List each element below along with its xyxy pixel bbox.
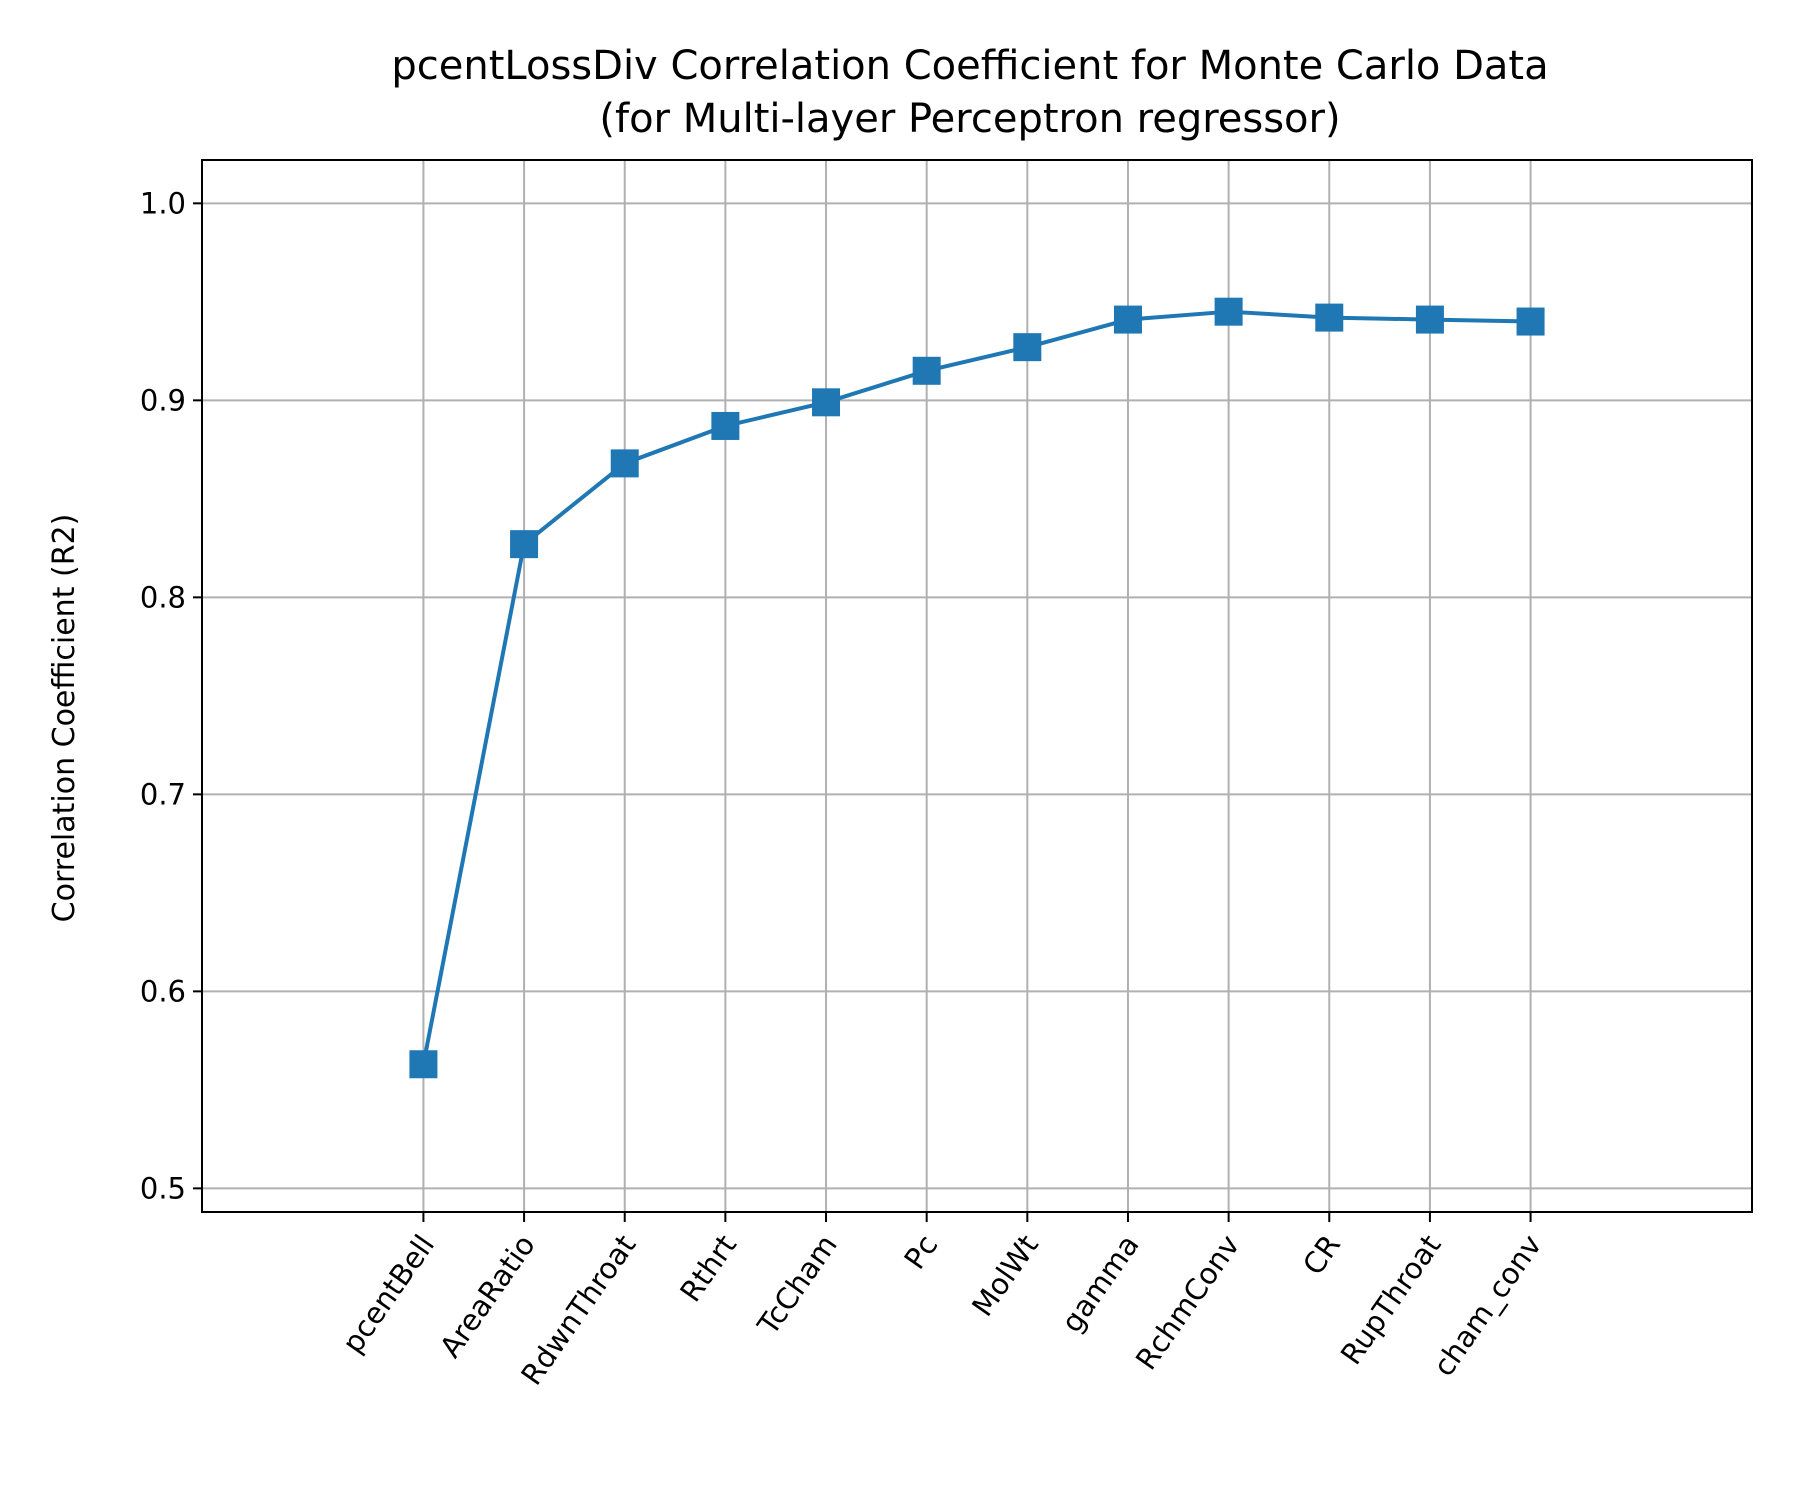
y-tick-label: 0.7	[140, 777, 186, 811]
data-point-marker	[1315, 303, 1344, 332]
x-tick-label: Rthrt	[673, 1229, 743, 1308]
data-point-marker	[912, 356, 941, 385]
x-tick-label: Pc	[897, 1229, 944, 1276]
x-tick-label: TcCham	[750, 1229, 843, 1342]
chart-title: pcentLossDiv Correlation Coefficient for…	[391, 43, 1548, 89]
data-point-marker	[1013, 333, 1042, 362]
chart-subtitle: (for Multi-layer Perceptron regressor)	[599, 96, 1340, 142]
y-tick-label: 0.9	[140, 383, 186, 417]
x-tick-label: pcentBell	[335, 1229, 441, 1360]
axis-ticks: 0.50.60.70.80.91.0pcentBellAreaRatioRdwn…	[140, 186, 1548, 1391]
series-line	[421, 309, 1531, 1065]
data-point-marker	[711, 411, 740, 440]
x-tick-label: gamma	[1055, 1229, 1146, 1339]
y-tick-label: 0.8	[140, 580, 186, 614]
data-point-marker	[812, 388, 841, 417]
data-point-marker	[1415, 305, 1444, 334]
data-point-marker	[1516, 307, 1545, 336]
x-tick-label: RchmConv	[1129, 1229, 1246, 1377]
series-layer	[409, 297, 1545, 1079]
y-tick-label: 0.6	[140, 974, 186, 1008]
x-tick-label: AreaRatio	[433, 1229, 542, 1364]
y-axis-label: Correlation Coefficient (R2)	[47, 514, 82, 923]
x-tick-label: CR	[1296, 1229, 1347, 1282]
data-point-marker	[1214, 297, 1243, 326]
data-point-marker	[409, 1050, 438, 1079]
x-tick-label: MolWt	[965, 1229, 1045, 1323]
grid-lines	[202, 160, 1752, 1212]
y-tick-label: 1.0	[140, 186, 186, 220]
data-point-marker	[510, 530, 539, 559]
data-point-marker	[610, 449, 639, 478]
y-tick-label: 0.5	[140, 1171, 186, 1205]
data-point-marker	[1113, 305, 1142, 334]
plot-frame	[201, 159, 1753, 1213]
x-tick-label: RupThroat	[1334, 1229, 1448, 1371]
